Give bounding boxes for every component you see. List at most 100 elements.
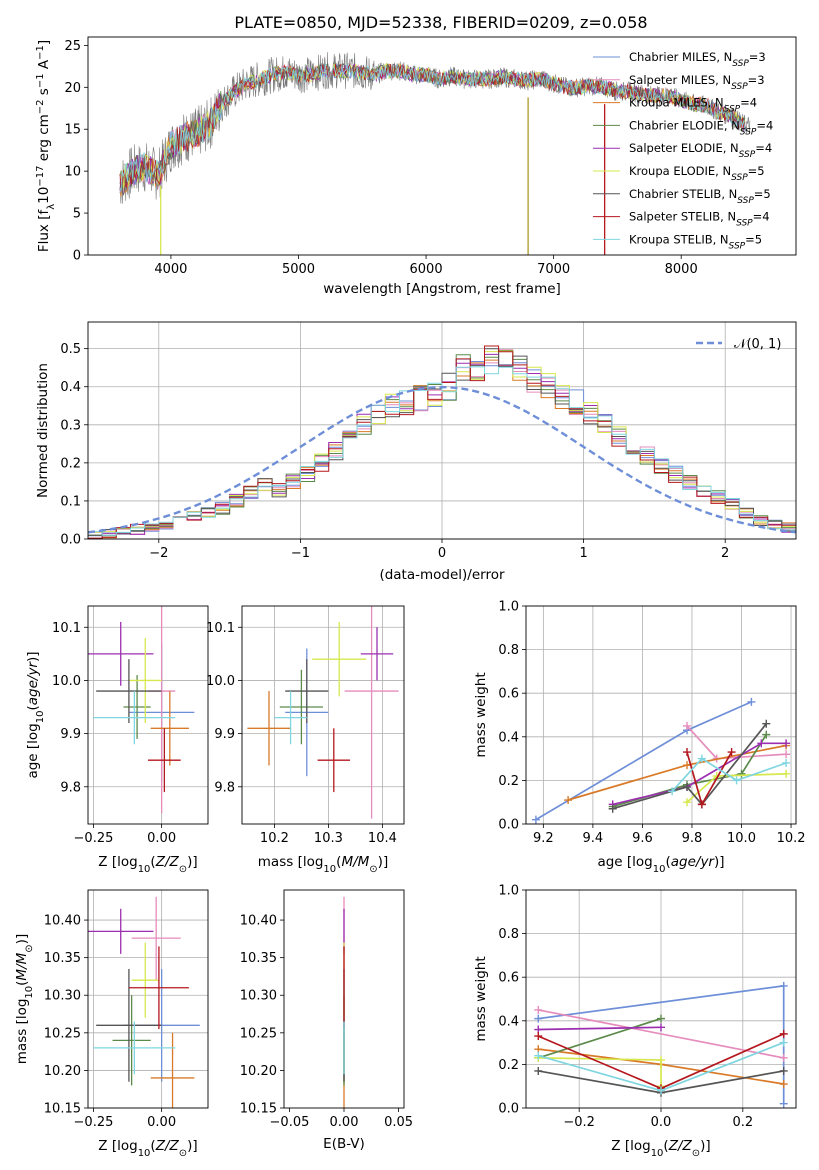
y-tick-label: 10.20	[240, 1064, 277, 1079]
x-axis-label: Z [log10(Z/Z⊙)]	[611, 1138, 710, 1159]
legend-label: Chabrier STELIB, NSSP=5	[629, 187, 771, 206]
x-axis-label: Z [log10(Z/Z⊙)]	[98, 854, 197, 875]
errorbar-plot	[247, 606, 399, 819]
y-tick-label: 10.30	[44, 989, 81, 1004]
y-tick-label: 0.0	[60, 533, 81, 548]
y-axis-label: Normed distribution	[35, 363, 51, 498]
y-tick-label: 20	[64, 81, 81, 96]
x-tick-label: 2	[721, 546, 729, 561]
x-tick-label: 10.0	[727, 831, 756, 846]
series-marker	[534, 1032, 543, 1041]
x-axis-label: (data-model)/error	[379, 567, 505, 583]
y-tick-label: 10.30	[240, 989, 277, 1004]
y-tick-label: 10.35	[240, 951, 277, 966]
series-marker	[782, 750, 791, 759]
legend-label: Kroupa STELIB, NSSP=5	[629, 232, 762, 251]
y-tick-label: 0.5	[60, 342, 81, 357]
model-line-7	[119, 63, 746, 189]
axes-spectrum: 4000 5000 6000 7000 8000 0 5 10 15 20 25 wavelength…	[35, 36, 797, 297]
y-tick-label: 9.9	[214, 727, 235, 742]
y-tick-label: 10.15	[44, 1102, 81, 1117]
y-tick-label: 1.0	[498, 600, 519, 615]
line-plot	[531, 697, 791, 824]
y-tick-label: 10.1	[52, 621, 81, 636]
x-tick-label: 7000	[537, 262, 570, 277]
model-line-8	[119, 63, 746, 192]
y-tick-label: 1.0	[498, 884, 519, 899]
y-axis-label: Flux [fλ10−17 erg cm−2 s−1 A−1]	[35, 40, 57, 252]
x-tick-label: −2	[149, 546, 168, 561]
x-tick-label: 9.4	[583, 831, 604, 846]
legend-label: Chabrier ELODIE, NSSP=4	[629, 118, 773, 137]
series-line-3	[538, 1017, 662, 1059]
y-tick-label: 10.40	[44, 914, 81, 929]
series-marker	[668, 787, 677, 796]
y-tick-label: 15	[64, 123, 81, 138]
series-marker	[762, 730, 771, 739]
y-tick-label: 0.2	[498, 1058, 519, 1073]
series-marker	[608, 804, 617, 813]
series-marker	[534, 1014, 543, 1023]
x-tick-label: 4000	[154, 262, 187, 277]
x-tick-label: 6000	[410, 262, 443, 277]
x-axis-label: age [log10(age/yr)]	[597, 854, 724, 875]
series-line-3	[612, 734, 768, 808]
model-line-3	[119, 63, 746, 193]
y-tick-label: 10.35	[44, 951, 81, 966]
x-axis-label: mass [log10(M/M⊙)]	[258, 854, 388, 875]
y-tick-label: 0.3	[60, 418, 81, 433]
y-tick-label: 10.40	[240, 914, 277, 929]
y-tick-label: 9.8	[214, 780, 235, 795]
series-marker	[779, 1099, 788, 1108]
series-marker	[657, 1014, 665, 1023]
y-axis-label: mass weight	[473, 956, 489, 1041]
y-tick-label: 0.8	[498, 643, 519, 658]
axes-frame	[283, 889, 405, 1109]
x-axis-label: E(B-V)	[323, 1136, 365, 1152]
series-marker	[779, 1066, 788, 1075]
y-tick-label: 0.4	[60, 380, 81, 395]
y-tick-label: 0.4	[498, 1014, 519, 1029]
series-marker	[762, 719, 771, 728]
x-tick-label: 9.6	[632, 831, 653, 846]
y-tick-label: 10.25	[240, 1026, 277, 1041]
series-marker	[657, 1086, 665, 1095]
model-line-6	[119, 62, 746, 197]
x-tick-label: 10.3	[314, 831, 343, 846]
plots-container: 4000 5000 6000 7000 80000510152025wavelength…	[14, 36, 806, 1159]
legend-label: Kroupa MILES, NSSP=4	[629, 96, 757, 115]
series-marker	[737, 769, 746, 778]
x-tick-label: 10.2	[777, 831, 806, 846]
gaussian-curve	[88, 385, 796, 534]
series-marker	[697, 754, 706, 763]
series-marker	[732, 776, 741, 785]
series-line-1	[686, 725, 787, 760]
series-marker	[782, 769, 791, 778]
line-plot	[534, 981, 788, 1108]
figure-title: PLATE=0850, MJD=52338, FIBERID=0209, z=0…	[234, 13, 647, 32]
axes-age-vs-mass: 10.2 10.3 10.4 9.8 9.9 10.0 10.1 mass [log10(M/…	[206, 605, 405, 875]
series-marker	[697, 800, 706, 809]
y-tick-label: 0.4	[498, 730, 519, 745]
series-marker	[782, 739, 791, 748]
series-marker	[534, 1066, 543, 1075]
histogram-plot	[88, 345, 796, 539]
y-tick-label: 0.2	[60, 456, 81, 471]
x-tick-label: 9.2	[533, 831, 554, 846]
x-axis-label: Z [log10(Z/Z⊙)]	[98, 1138, 197, 1159]
x-tick-label: 9.8	[682, 831, 703, 846]
axes-mass-vs-z: −0.25 0.00 10.15 10.20 10.25 10.30 10.35 10.40 Z…	[14, 889, 209, 1159]
series-marker	[683, 721, 692, 730]
y-tick-label: 0.6	[498, 687, 519, 702]
axes-frame	[525, 889, 797, 1109]
axes-residuals: −2 −1 0 1 2 0.0 0.1 0.2 0.3 0.4 0.5 (data-model)/er…	[35, 321, 797, 583]
x-tick-label: 0.00	[147, 831, 176, 846]
y-tick-label: 10.25	[44, 1026, 81, 1041]
y-tick-label: 0.0	[498, 818, 519, 833]
series-marker	[782, 758, 791, 767]
y-axis-label: age [log10(age/yr)]	[25, 651, 46, 778]
y-tick-label: 10.0	[206, 674, 235, 689]
x-tick-label: 10.4	[368, 831, 397, 846]
errorbar-plot	[88, 896, 200, 1108]
y-tick-label: 0	[73, 249, 81, 264]
